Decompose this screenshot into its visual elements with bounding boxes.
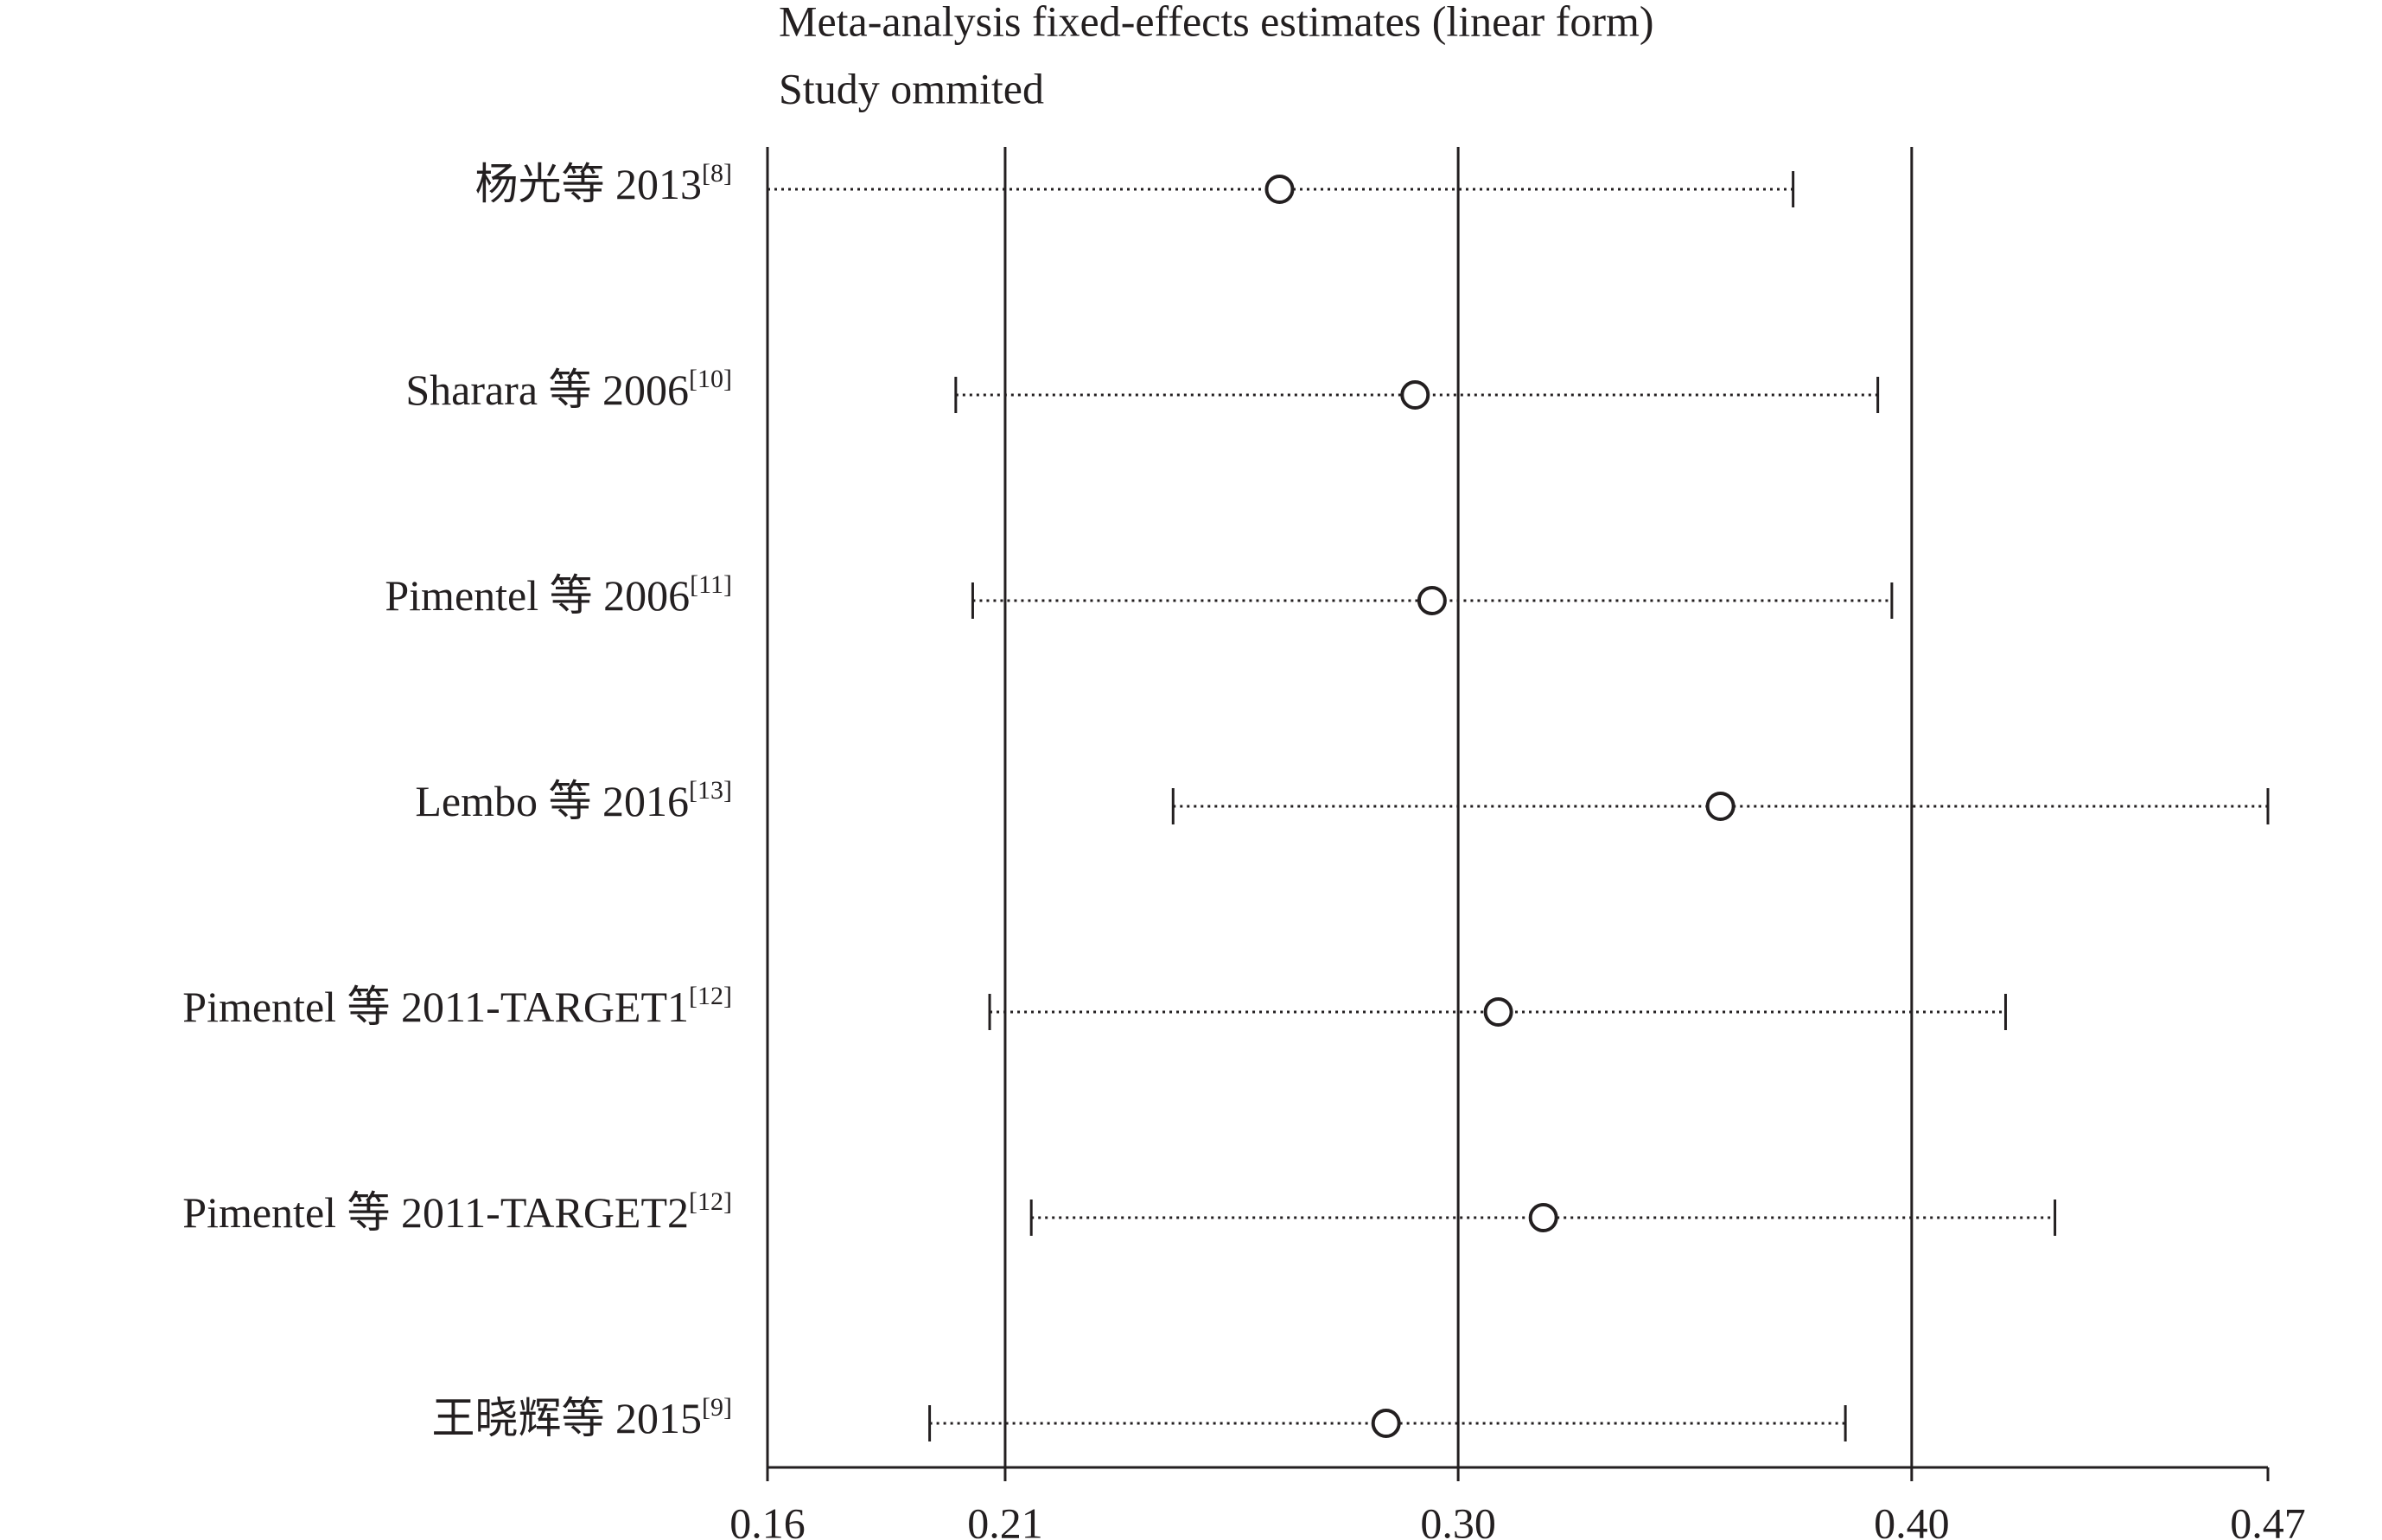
estimate-point bbox=[1371, 1409, 1401, 1438]
row-label-ref: [9] bbox=[702, 1393, 732, 1422]
row-label: Pimentel 等 2011-TARGET2[12] bbox=[182, 1187, 732, 1238]
row-label-ref: [10] bbox=[689, 365, 732, 393]
estimate-point bbox=[1264, 175, 1295, 204]
row-label-ref: [11] bbox=[690, 570, 732, 599]
row-label: Pimentel 等 2011-TARGET1[12] bbox=[182, 982, 732, 1032]
row-label: 王晓辉等 2015[9] bbox=[432, 1393, 732, 1443]
row-label-text: Pimentel 等 2006 bbox=[385, 571, 690, 620]
chart-subtitle: Study ommited bbox=[779, 64, 1044, 112]
row-label-ref: [13] bbox=[689, 776, 732, 805]
row-label: Pimentel 等 2006[11] bbox=[385, 570, 732, 620]
row-label-text: 王晓辉等 2015 bbox=[432, 1394, 703, 1442]
row-label-ref: [8] bbox=[702, 159, 732, 188]
x-tick-label: 0.21 bbox=[967, 1499, 1043, 1540]
row-label-text: Lembo 等 2016 bbox=[415, 777, 689, 825]
x-tick-label: 0.30 bbox=[1420, 1499, 1496, 1540]
estimate-point bbox=[1417, 586, 1447, 615]
row-label: 杨光等 2013[8] bbox=[475, 159, 732, 209]
x-tick-label: 0.40 bbox=[1874, 1499, 1950, 1540]
row-label-ref: [12] bbox=[689, 982, 732, 1010]
estimate-point bbox=[1483, 997, 1513, 1027]
chart-title: Meta-analysis fixed-effects estimates (l… bbox=[779, 0, 1654, 45]
estimate-point bbox=[1528, 1203, 1558, 1232]
row-label: Lembo 等 2016[13] bbox=[415, 776, 732, 826]
x-tick-label: 0.47 bbox=[2230, 1499, 2306, 1540]
row-label: Sharara 等 2006[10] bbox=[405, 365, 732, 415]
row-label-text: Pimentel 等 2011-TARGET1 bbox=[182, 983, 689, 1031]
x-tick-label: 0.16 bbox=[729, 1499, 806, 1540]
row-label-text: 杨光等 2013 bbox=[475, 160, 703, 208]
estimate-point bbox=[1705, 792, 1736, 821]
row-label-text: Pimentel 等 2011-TARGET2 bbox=[182, 1188, 689, 1237]
estimate-point bbox=[1400, 380, 1430, 410]
row-label-ref: [12] bbox=[689, 1187, 732, 1216]
row-label-text: Sharara 等 2006 bbox=[405, 366, 689, 414]
